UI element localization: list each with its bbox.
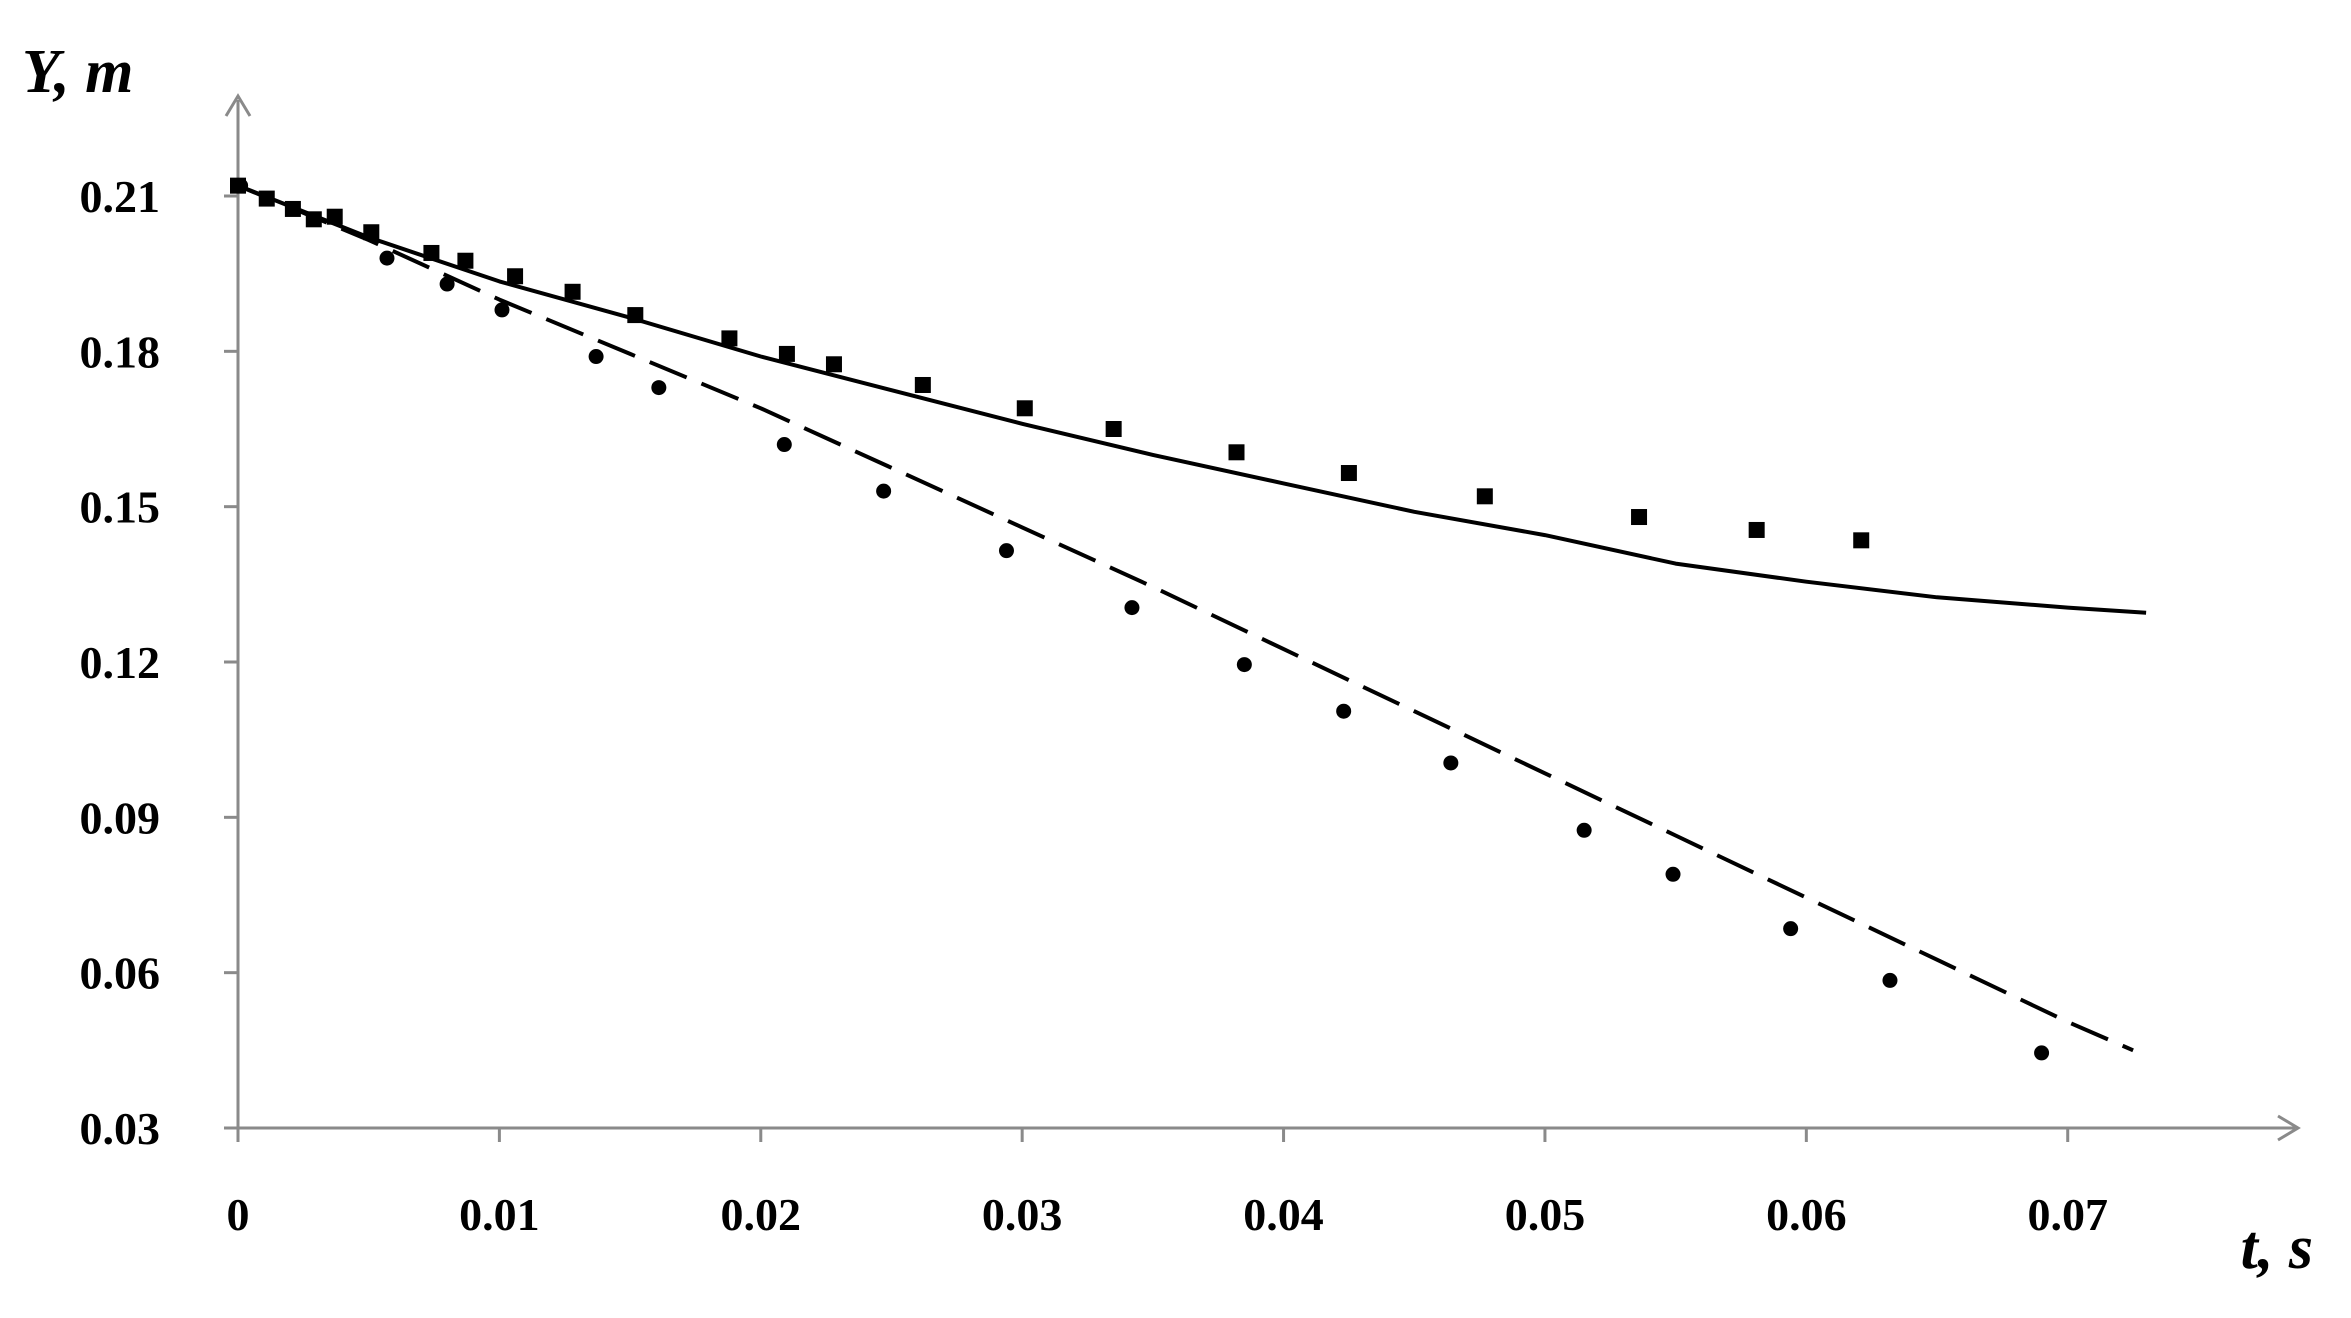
circle-marker xyxy=(2034,1045,2050,1061)
square-marker xyxy=(284,200,301,217)
x-tick-label: 0.02 xyxy=(721,1189,802,1240)
square-marker xyxy=(423,244,440,261)
square-marker xyxy=(1016,400,1033,417)
circle-marker xyxy=(1336,703,1352,719)
dashed-fit-line xyxy=(237,183,2134,1053)
circle-marker xyxy=(439,276,455,292)
square-marker xyxy=(1476,488,1493,505)
y-tick-label: 0.15 xyxy=(80,482,161,533)
x-tick-label: 0.07 xyxy=(2027,1189,2108,1240)
y-tick-label: 0.21 xyxy=(80,171,161,222)
ticks xyxy=(224,194,2070,1142)
y-tick-label: 0.03 xyxy=(80,1103,161,1154)
circle-marker xyxy=(776,437,792,453)
y-axis-arrow xyxy=(224,93,252,117)
circle-marker xyxy=(1576,822,1592,838)
y-axis-title: Y, m xyxy=(22,38,133,106)
x-axis-title: t, s xyxy=(2241,1214,2313,1282)
square-marker xyxy=(914,376,931,393)
square-marker xyxy=(1853,532,1870,549)
circle-marker xyxy=(1665,866,1681,882)
plot-area xyxy=(230,177,2147,1061)
square-marker xyxy=(1105,421,1122,437)
y-tick-label: 0.09 xyxy=(80,792,161,843)
square-marker xyxy=(1340,465,1357,482)
x-tick-label: 0.05 xyxy=(1505,1189,1586,1240)
circle-marker xyxy=(876,483,892,499)
square-marker xyxy=(564,283,581,300)
square-marker xyxy=(721,330,738,347)
axes xyxy=(224,93,2301,1142)
circle-marker xyxy=(998,543,1014,559)
square-marker xyxy=(1631,509,1648,526)
y-tick-label: 0.06 xyxy=(80,948,161,999)
y-tick-label: 0.12 xyxy=(80,637,161,688)
square-marker xyxy=(1748,521,1765,538)
circle-marker xyxy=(651,380,667,396)
circle-marker xyxy=(233,178,249,194)
circle-marker xyxy=(1124,600,1140,616)
square-marker xyxy=(258,190,275,207)
x-tick-label: 0.06 xyxy=(1766,1189,1847,1240)
square-marker xyxy=(305,211,322,228)
circle-marker xyxy=(1443,755,1459,771)
square-marker xyxy=(457,252,474,269)
circle-marker xyxy=(1882,972,1898,988)
square-marker xyxy=(326,208,343,225)
circle-marker xyxy=(588,349,604,365)
circle-marker xyxy=(1783,921,1799,937)
square-marker xyxy=(1228,444,1245,461)
x-tick-label: 0.04 xyxy=(1243,1189,1324,1240)
circle-marker xyxy=(379,250,395,266)
square-marker xyxy=(363,224,380,241)
x-tick-label: 0 xyxy=(227,1189,250,1240)
circle-marker xyxy=(1236,657,1252,673)
x-axis-arrow xyxy=(2277,1114,2301,1142)
square-marker xyxy=(627,307,644,324)
circle-marker xyxy=(494,302,510,318)
square-marker xyxy=(825,356,842,373)
square-marker xyxy=(507,268,524,285)
y-tick-label: 0.18 xyxy=(80,326,161,377)
x-tick-label: 0.03 xyxy=(982,1189,1063,1240)
solid-fit-line xyxy=(237,183,2147,615)
x-tick-label: 0.01 xyxy=(459,1189,540,1240)
square-marker xyxy=(778,345,795,362)
tick-labels: 0 0.01 0.02 0.03 0.04 0.05 0.06 0.07 0.03 0.06 0.0… xyxy=(80,171,2108,1240)
